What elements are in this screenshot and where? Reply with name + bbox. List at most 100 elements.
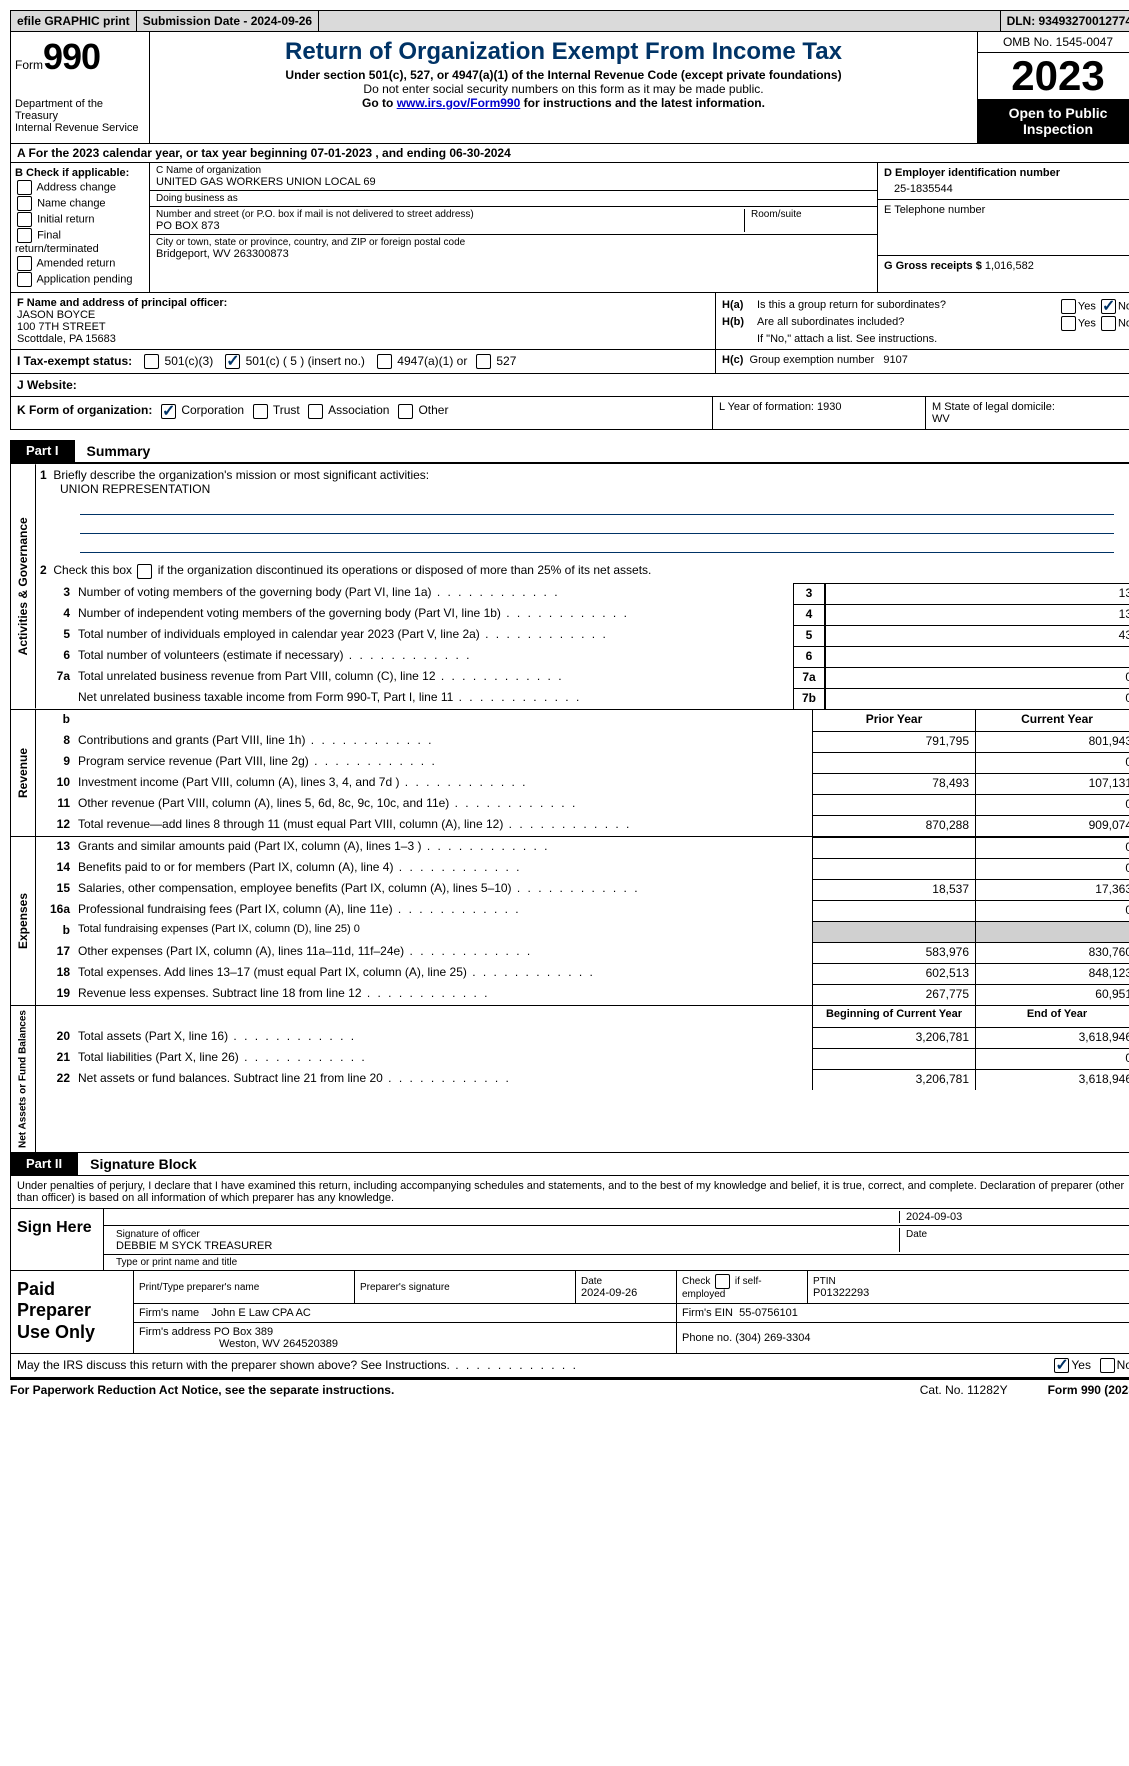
org-city: Bridgeport, WV 263300873 [156,248,871,260]
col-b-header: B Check if applicable: [15,167,145,179]
hc-row: H(c) Group exemption number 9107 [715,350,1129,373]
chk-501c[interactable] [225,354,240,369]
section-expenses: Expenses 13Grants and similar amounts pa… [11,837,1129,1006]
org-address: PO BOX 873 [156,220,738,232]
chk-amended-return[interactable]: Amended return [15,256,145,271]
summary-row: 3Number of voting members of the governi… [36,583,1129,604]
chk-501c3[interactable] [144,354,159,369]
ha-yesno[interactable]: Yes No [1059,299,1129,314]
perjury-declaration: Under penalties of perjury, I declare th… [10,1176,1129,1209]
dln: DLN: 93493270012774 [1000,11,1129,31]
summary-row: 11Other revenue (Part VIII, column (A), … [36,794,1129,815]
summary-row: 20Total assets (Part X, line 16)3,206,78… [36,1027,1129,1048]
block-bcdeg: B Check if applicable: Address change Na… [10,163,1129,293]
ein-cell: D Employer identification number 25-1835… [878,163,1129,200]
sig-date: 2024-09-03 [906,1211,962,1223]
address-cell: Number and street (or P.O. box if mail i… [150,207,877,235]
summary-row: 8Contributions and grants (Part VIII, li… [36,731,1129,752]
part1-header: Part I Summary [10,440,1129,463]
chk-initial-return[interactable]: Initial return [15,212,145,227]
revenue-header: b Prior Year Current Year [36,710,1129,731]
efile-label: efile GRAPHIC print [11,11,137,31]
subtitle-2: Do not enter social security numbers on … [154,82,973,96]
group-exemption: 9107 [883,354,907,366]
officer-signature: DEBBIE M SYCK TREASURER [116,1240,272,1252]
public-inspection: Open to Public Inspection [978,99,1129,143]
omb-number: OMB No. 1545-0047 [978,32,1129,53]
row-klm: K Form of organization: Corporation Trus… [10,397,1129,430]
part2-header: Part II Signature Block [10,1153,1129,1176]
gross-receipts: 1,016,582 [985,260,1034,272]
summary-row: 21Total liabilities (Part X, line 26)0 [36,1048,1129,1069]
section-net-assets: Net Assets or Fund Balances Beginning of… [11,1006,1129,1152]
principal-officer: F Name and address of principal officer:… [11,293,716,349]
chk-name-change[interactable]: Name change [15,196,145,211]
ptin: P01322293 [813,1287,869,1299]
prep-date: 2024-09-26 [581,1287,637,1299]
summary-row: 14Benefits paid to or for members (Part … [36,858,1129,879]
hb-note: If "No," attach a list. See instructions… [722,333,1129,345]
form-of-org: K Form of organization: Corporation Trus… [11,397,712,429]
summary-row: 16aProfessional fundraising fees (Part I… [36,900,1129,921]
irs-link[interactable]: www.irs.gov/Form990 [397,96,521,110]
mission-text: UNION REPRESENTATION [40,482,210,496]
chk-association[interactable] [308,404,323,419]
discuss-row: May the IRS discuss this return with the… [10,1354,1129,1378]
top-bar: efile GRAPHIC print Submission Date - 20… [10,10,1129,32]
summary-row: 12Total revenue—add lines 8 through 11 (… [36,815,1129,836]
row-j: J Website: [10,374,1129,397]
tax-exempt-status: I Tax-exempt status: 501(c)(3) 501(c) ( … [11,350,715,373]
tax-year: 2023 [978,53,1129,99]
cat-no: Cat. No. 11282Y [920,1383,1008,1397]
dba-cell: Doing business as [150,191,877,207]
row-fh: F Name and address of principal officer:… [10,293,1129,350]
chk-address-change[interactable]: Address change [15,180,145,195]
chk-application-pending[interactable]: Application pending [15,272,145,287]
form-number: Form990 [15,36,145,78]
firm-name: John E Law CPA AC [211,1307,310,1319]
preparer-table: Print/Type preparer's name Preparer's si… [134,1271,1129,1353]
telephone-cell: E Telephone number [878,200,1129,256]
pra-notice: For Paperwork Reduction Act Notice, see … [10,1383,394,1397]
q2-block: 2 Check this box Check this box if the o… [36,559,1129,582]
section-revenue: Revenue b Prior Year Current Year 8Contr… [11,710,1129,837]
chk-other[interactable] [398,404,413,419]
chk-527[interactable] [476,354,491,369]
form-title: Return of Organization Exempt From Incom… [154,38,973,66]
summary-row: 6Total number of volunteers (estimate if… [36,646,1129,667]
hb-yesno[interactable]: Yes No [1059,316,1129,331]
page-footer: For Paperwork Reduction Act Notice, see … [10,1378,1129,1400]
officer-addr1: 100 7TH STREET [17,321,709,333]
header-right: OMB No. 1545-0047 2023 Open to Public In… [977,32,1129,143]
header-left: Form990 Department of the Treasury Inter… [11,32,150,143]
chk-corporation[interactable] [161,404,176,419]
chk-trust[interactable] [253,404,268,419]
dept-label: Department of the Treasury [15,98,145,122]
form-footer-label: Form 990 (2023) [1048,1383,1129,1397]
summary-row: 9Program service revenue (Part VIII, lin… [36,752,1129,773]
subtitle-3: Go to www.irs.gov/Form990 for instructio… [154,96,973,110]
summary-row: 13Grants and similar amounts paid (Part … [36,837,1129,858]
org-name: UNITED GAS WORKERS UNION LOCAL 69 [156,176,871,188]
chk-self-employed[interactable] [715,1274,730,1289]
website-row: J Website: [11,374,1129,396]
form-header: Form990 Department of the Treasury Inter… [10,32,1129,144]
chk-discontinued[interactable] [137,564,152,579]
city-cell: City or town, state or province, country… [150,235,877,262]
mission-block: 1 Briefly describe the organization's mi… [36,464,1129,559]
discuss-yesno[interactable]: Yes No [1052,1358,1129,1373]
row-a-tax-year: A For the 2023 calendar year, or tax yea… [10,144,1129,163]
firm-phone: (304) 269-3304 [735,1332,810,1344]
chk-final-return[interactable]: Final return/terminated [15,228,145,255]
year-formation: L Year of formation: 1930 [712,397,925,429]
chk-4947[interactable] [377,354,392,369]
na-header: Beginning of Current Year End of Year [36,1006,1129,1027]
summary-row: 15Salaries, other compensation, employee… [36,879,1129,900]
summary-row: 10Investment income (Part VIII, column (… [36,773,1129,794]
ein-value: 25-1835544 [884,179,1129,195]
summary-row: 4Number of independent voting members of… [36,604,1129,625]
summary-row: 17Other expenses (Part IX, column (A), l… [36,942,1129,963]
submission-date: Submission Date - 2024-09-26 [137,11,319,31]
col-c-org-info: C Name of organization UNITED GAS WORKER… [150,163,877,292]
summary-row: 19Revenue less expenses. Subtract line 1… [36,984,1129,1005]
